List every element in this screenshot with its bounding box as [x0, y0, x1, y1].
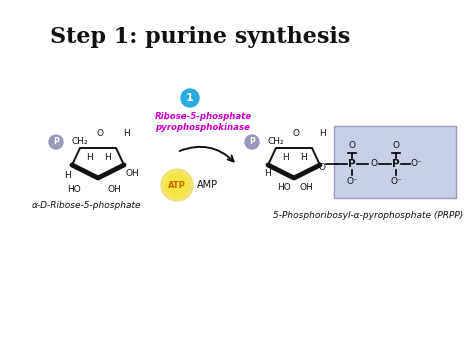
- Text: HO: HO: [277, 184, 291, 192]
- Text: H: H: [87, 153, 93, 162]
- Text: O: O: [292, 130, 300, 138]
- Text: 5-Phosphoribosyl-α-pyrophosphate (PRPP): 5-Phosphoribosyl-α-pyrophosphate (PRPP): [273, 211, 463, 219]
- Text: P: P: [249, 137, 255, 147]
- Text: α-D-Ribose-5-phosphate: α-D-Ribose-5-phosphate: [31, 202, 141, 211]
- Text: ATP: ATP: [168, 180, 186, 190]
- FancyBboxPatch shape: [334, 126, 456, 198]
- Text: H: H: [301, 153, 307, 162]
- Text: H: H: [124, 130, 130, 138]
- Text: H: H: [283, 153, 289, 162]
- Circle shape: [245, 135, 259, 149]
- Text: O: O: [392, 142, 400, 151]
- Text: Ribose-5-phosphate
pyrophosphokinase: Ribose-5-phosphate pyrophosphokinase: [155, 112, 252, 132]
- Text: O: O: [319, 164, 326, 173]
- Text: OH: OH: [126, 169, 140, 179]
- Text: O⁻: O⁻: [410, 159, 422, 169]
- Text: HO: HO: [67, 186, 81, 195]
- Circle shape: [161, 169, 193, 201]
- Text: O: O: [348, 142, 356, 151]
- Text: P: P: [392, 159, 400, 169]
- Text: P: P: [53, 137, 59, 147]
- Text: O⁻: O⁻: [346, 178, 358, 186]
- Text: H: H: [319, 130, 327, 138]
- Text: O: O: [371, 159, 377, 169]
- Text: 1: 1: [186, 93, 194, 103]
- Circle shape: [49, 135, 63, 149]
- Text: OH: OH: [299, 184, 313, 192]
- Text: OH: OH: [107, 186, 121, 195]
- Text: CH₂: CH₂: [268, 137, 284, 147]
- Circle shape: [165, 173, 189, 197]
- Text: Step 1: purine synthesis: Step 1: purine synthesis: [50, 26, 350, 48]
- Polygon shape: [72, 148, 124, 178]
- Text: O⁻: O⁻: [390, 178, 402, 186]
- Text: H: H: [264, 169, 272, 178]
- Text: CH₂: CH₂: [72, 137, 89, 147]
- Text: O: O: [97, 130, 103, 138]
- Text: H: H: [105, 153, 111, 162]
- Circle shape: [181, 89, 199, 107]
- Text: AMP: AMP: [196, 180, 218, 190]
- Text: P: P: [348, 159, 356, 169]
- Polygon shape: [268, 148, 320, 178]
- Text: H: H: [64, 170, 72, 180]
